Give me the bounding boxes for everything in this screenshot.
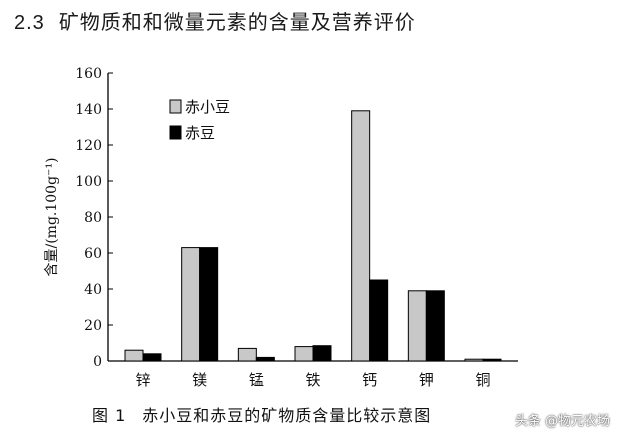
bar-chixiaodou (351, 110, 371, 362)
bar-chidou (255, 356, 275, 362)
bar-chixiaodou (124, 349, 144, 362)
y-tick-label: 80 (84, 210, 102, 226)
x-tick-label: 铜 (475, 371, 490, 389)
bar-chixiaodou (294, 346, 314, 362)
figure-caption: 图 1 赤小豆和赤豆的矿物质含量比较示意图 (92, 402, 431, 426)
figure-number: 图 1 (92, 406, 127, 425)
chart-axes (107, 73, 518, 362)
section-title: 矿物质和和微量元素的含量及营养评价 (58, 10, 416, 34)
legend-label: 赤豆 (185, 124, 215, 142)
legend-label: 赤小豆 (185, 98, 230, 116)
bar-chidou (425, 290, 445, 362)
bar-chixiaodou (181, 247, 201, 362)
bar-chidou (199, 247, 219, 362)
section-heading: 2.3 矿物质和和微量元素的含量及营养评价 (14, 6, 416, 35)
y-tick-label: 40 (84, 282, 102, 298)
legend-swatch (169, 125, 182, 140)
bar-chidou (369, 279, 389, 362)
y-tick-label: 120 (75, 138, 102, 154)
x-axis-ticks: 锌镁锰铁钙钾铜 (135, 371, 490, 389)
y-axis-ticks: 0 20 40 60 80 100 120 140 160 (75, 66, 113, 370)
y-tick-label: 160 (75, 66, 102, 82)
x-tick-label: 钾 (419, 371, 434, 389)
y-tick-label: 0 (93, 354, 102, 370)
x-tick-label: 锌 (135, 371, 150, 389)
legend-swatch (169, 99, 182, 114)
x-tick-label: 锰 (249, 371, 264, 389)
chart-bars (124, 110, 502, 362)
bar-chidou (142, 353, 162, 362)
y-axis-label: 含量/(mg.100g⁻¹) (44, 157, 60, 276)
bar-chidou (482, 358, 502, 362)
watermark: 头条 @物元农场 (514, 414, 610, 429)
bar-chidou (312, 345, 332, 362)
y-tick-label: 20 (84, 318, 102, 334)
x-tick-label: 镁 (192, 371, 207, 389)
y-tick-label: 140 (75, 102, 102, 118)
figure-caption-text: 赤小豆和赤豆的矿物质含量比较示意图 (142, 406, 432, 425)
bar-chixiaodou (464, 358, 484, 362)
x-tick-label: 钙 (362, 371, 377, 389)
section-number: 2.3 (14, 12, 45, 34)
y-tick-label: 60 (84, 246, 102, 262)
bar-chixiaodou (237, 347, 257, 362)
x-tick-label: 铁 (305, 371, 320, 389)
bar-chixiaodou (407, 290, 427, 362)
y-tick-label: 100 (75, 174, 102, 190)
